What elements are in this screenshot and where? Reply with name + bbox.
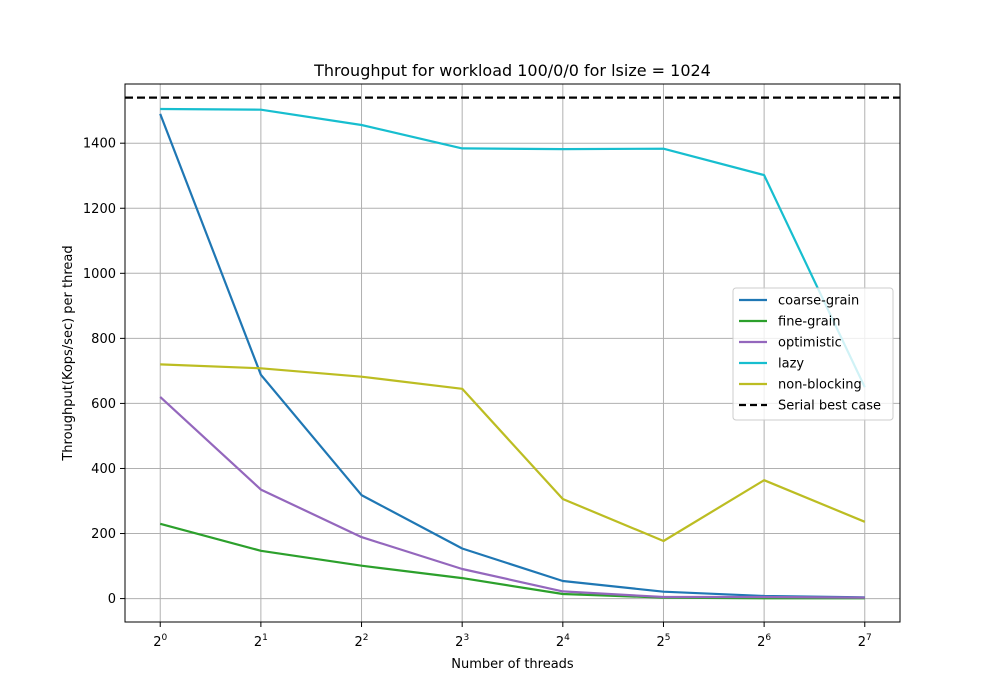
y-tick-label: 800 bbox=[91, 332, 116, 347]
y-tick-label: 200 bbox=[91, 527, 116, 542]
y-tick-label: 400 bbox=[91, 462, 116, 477]
x-tick-label: 22 bbox=[355, 633, 369, 650]
legend-label: fine-grain bbox=[778, 315, 841, 330]
plot-area-frame bbox=[124, 83, 901, 623]
axis-ticks: 20 21 22 23 24 25 26 27 0 200 400 600 800 1000 1200 140… bbox=[83, 137, 872, 650]
x-tick-label: 24 bbox=[556, 633, 570, 650]
legend-label: lazy bbox=[778, 357, 804, 372]
series-line-lazy bbox=[160, 107, 866, 388]
x-tick-label: 26 bbox=[757, 633, 771, 650]
x-axis-title: Number of threads bbox=[451, 657, 574, 672]
series-line-non-blocking bbox=[160, 363, 866, 543]
y-tick-label: 1200 bbox=[83, 202, 116, 217]
legend-label: optimistic bbox=[778, 336, 842, 351]
y-tick-label: 1000 bbox=[83, 267, 116, 282]
x-tick-label: 25 bbox=[656, 633, 670, 650]
legend: coarse-grain fine-grain optimistic lazy non-… bbox=[732, 287, 894, 421]
legend-label: Serial best case bbox=[778, 399, 881, 414]
x-tick-label: 27 bbox=[858, 633, 872, 650]
legend-label: coarse-grain bbox=[778, 294, 859, 309]
series-line-coarse-grain bbox=[159, 113, 865, 599]
y-tick-label: 1400 bbox=[83, 137, 116, 152]
chart-title: Throughput for workload 100/0/0 for lsiz… bbox=[313, 61, 711, 80]
y-tick-label: 0 bbox=[108, 592, 116, 607]
series-line-optimistic bbox=[159, 396, 865, 599]
series-line-fine-grain bbox=[159, 522, 865, 600]
x-tick-label: 23 bbox=[455, 633, 469, 650]
y-tick-label: 600 bbox=[91, 397, 116, 412]
x-tick-label: 20 bbox=[153, 633, 167, 650]
legend-box bbox=[732, 287, 894, 421]
legend-label: non-blocking bbox=[778, 378, 862, 393]
y-axis-title: Throughput(Kops/sec) per thread bbox=[61, 245, 76, 461]
series-lines bbox=[125, 96, 900, 600]
x-tick-label: 21 bbox=[254, 633, 268, 650]
